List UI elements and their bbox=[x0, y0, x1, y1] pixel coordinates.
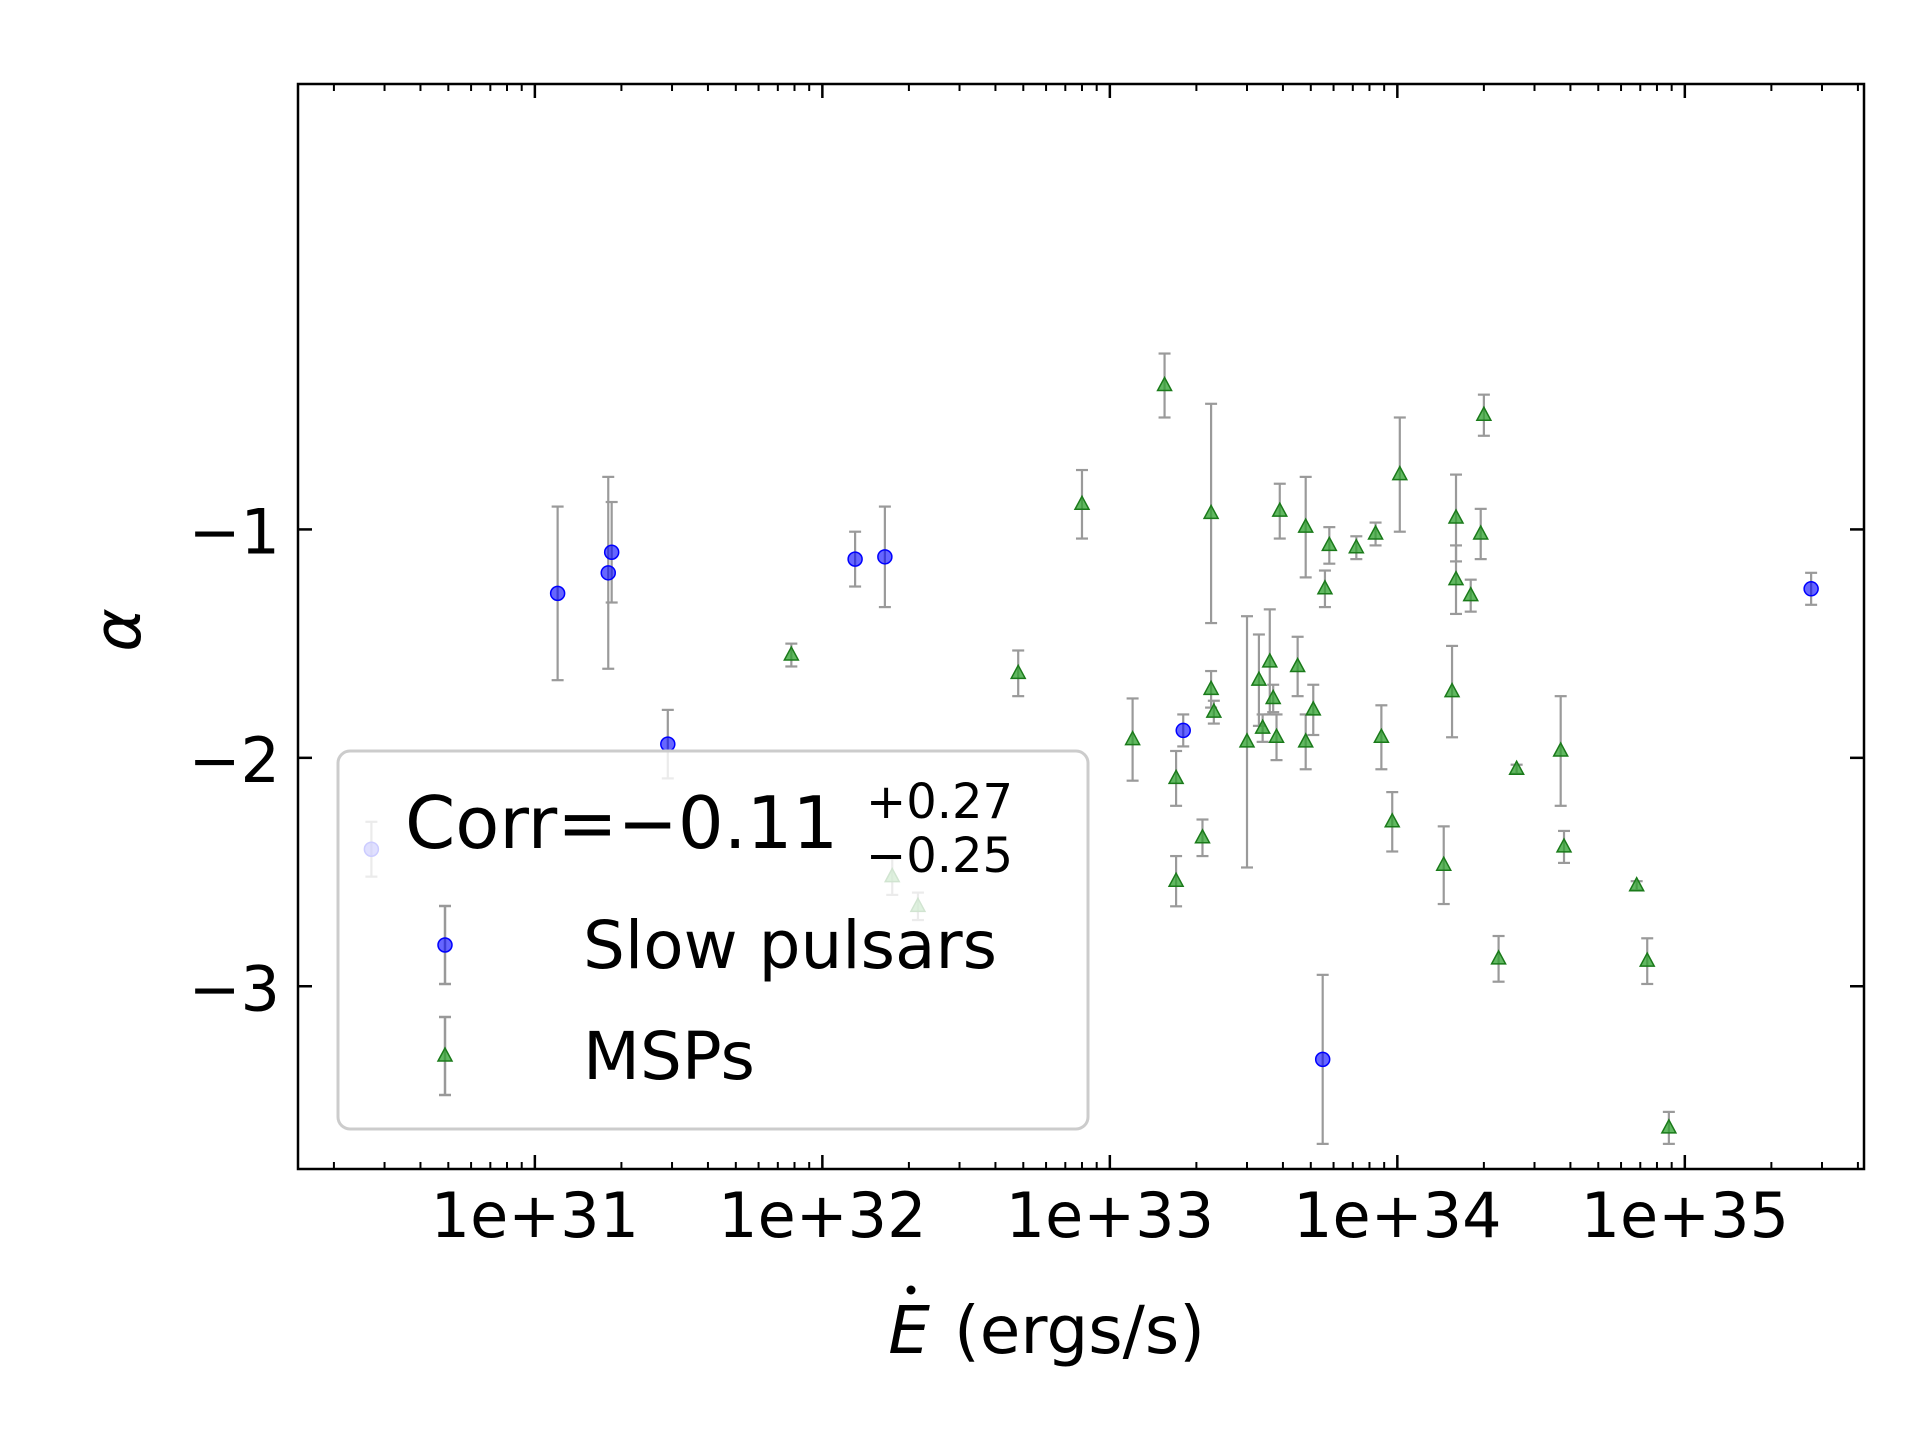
msp-point bbox=[1552, 741, 1569, 757]
msp-point bbox=[1660, 1118, 1678, 1134]
legend-label-slow-pulsars: Slow pulsars bbox=[583, 907, 997, 984]
legend-marker-msps bbox=[436, 1046, 454, 1062]
msp-point bbox=[1271, 501, 1289, 517]
tick-labels: 1e+31 1e+32 1e+33 1e+34 1e+35 −1 −2 −3 bbox=[189, 495, 1789, 1252]
x-axis-title: E (ergs/s) bbox=[888, 1285, 1205, 1369]
slow-pulsar-point bbox=[1803, 581, 1819, 597]
msp-point bbox=[1348, 538, 1365, 554]
x-axis-label: (ergs/s) bbox=[954, 1292, 1205, 1369]
msp-point bbox=[1297, 517, 1314, 533]
msp-point bbox=[1475, 405, 1493, 421]
msp-point bbox=[1202, 679, 1220, 696]
x-tick-label: 1e+33 bbox=[1006, 1179, 1214, 1252]
msp-point bbox=[1250, 670, 1268, 686]
legend-marker-slow-pulsars bbox=[437, 937, 453, 953]
x-axis-symbol: E bbox=[888, 1292, 930, 1369]
legend-box bbox=[336, 749, 1090, 1131]
msp-point bbox=[1289, 656, 1306, 673]
major-ticks bbox=[298, 84, 1864, 1169]
msp-point bbox=[1009, 663, 1027, 680]
slow-pulsar-point bbox=[1314, 1051, 1331, 1068]
y-tick-label: −1 bbox=[189, 495, 280, 568]
msp-point bbox=[1443, 682, 1461, 698]
legend-item-msps: MSPs bbox=[436, 1015, 755, 1097]
msp-point bbox=[1321, 535, 1338, 552]
msp-point bbox=[1254, 718, 1271, 734]
slow-pulsar-point bbox=[549, 585, 566, 602]
msp-point bbox=[1264, 688, 1282, 705]
msp-point bbox=[1462, 586, 1479, 602]
msp-point bbox=[1628, 876, 1645, 892]
msp-point bbox=[1447, 570, 1465, 586]
msp-point bbox=[1391, 465, 1409, 481]
msp-point bbox=[1156, 375, 1173, 392]
msp-point bbox=[1268, 727, 1285, 744]
msp-point bbox=[1124, 729, 1141, 746]
legend-label-msps: MSPs bbox=[583, 1018, 755, 1095]
slow-pulsar-point bbox=[603, 544, 620, 561]
msp-point bbox=[1555, 837, 1573, 853]
slow-pulsar-point bbox=[600, 565, 617, 581]
msp-point bbox=[1447, 508, 1465, 524]
corr-lower: −0.25 bbox=[866, 828, 1013, 884]
msp-point bbox=[1638, 951, 1656, 967]
msp-point bbox=[1238, 732, 1256, 748]
msp-point bbox=[1508, 759, 1525, 776]
msp-point bbox=[1167, 871, 1185, 887]
msp-point bbox=[1073, 494, 1091, 511]
msp-point bbox=[1472, 524, 1489, 540]
slow-pulsar-point bbox=[847, 551, 863, 567]
msp-point bbox=[1205, 702, 1223, 718]
slow-pulsar-point bbox=[1175, 722, 1191, 739]
y-axis-label: α bbox=[79, 608, 156, 652]
msp-point bbox=[783, 645, 800, 661]
msp-point bbox=[1490, 949, 1507, 965]
msp-point bbox=[1316, 579, 1334, 595]
msp-point bbox=[1261, 652, 1279, 668]
corr-value: −0.11 bbox=[618, 781, 839, 865]
msp-point bbox=[1305, 700, 1322, 716]
data-markers bbox=[363, 375, 1819, 1134]
x-tick-label: 1e+34 bbox=[1293, 1179, 1501, 1252]
msp-point bbox=[1202, 503, 1220, 520]
legend-item-slow-pulsars: Slow pulsars bbox=[437, 904, 997, 986]
y-tick-label: −2 bbox=[189, 724, 280, 797]
x-tick-label: 1e+35 bbox=[1581, 1179, 1789, 1252]
msp-point bbox=[1367, 524, 1384, 540]
slow-pulsar-point bbox=[660, 736, 676, 752]
msp-point bbox=[1167, 768, 1185, 785]
msp-point bbox=[1435, 855, 1452, 871]
slow-pulsar-point bbox=[877, 549, 893, 565]
plot-frame bbox=[296, 82, 1866, 1171]
legend: Corr=−0.11 +0.27 −0.25 Slow pulsars MSPs bbox=[336, 749, 1090, 1131]
msp-point bbox=[1194, 828, 1211, 844]
corr-annotation: Corr=−0.11 bbox=[405, 781, 838, 865]
x-tick-label: 1e+32 bbox=[718, 1179, 926, 1252]
x-axis-symbol-dot bbox=[906, 1285, 916, 1295]
x-tick-label: 1e+31 bbox=[431, 1179, 639, 1252]
msp-point bbox=[1383, 812, 1401, 828]
y-tick-label: −3 bbox=[189, 952, 280, 1025]
corr-prefix: Corr= bbox=[405, 781, 618, 865]
corr-upper: +0.27 bbox=[866, 774, 1013, 830]
msp-point bbox=[1297, 732, 1314, 748]
msp-point bbox=[1373, 727, 1390, 744]
